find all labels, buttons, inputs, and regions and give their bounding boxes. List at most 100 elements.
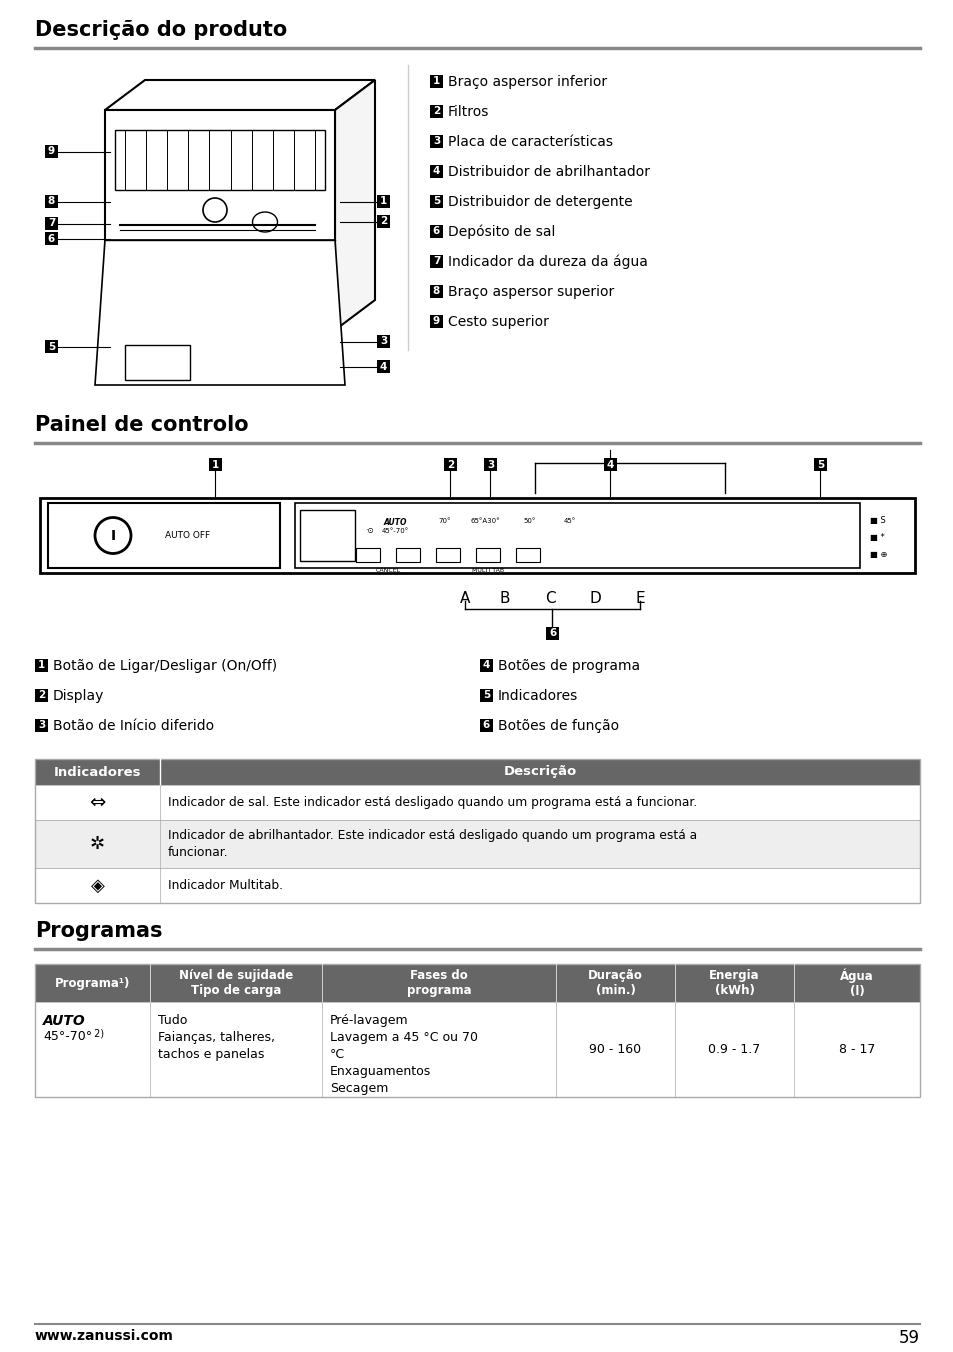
Text: MULTI TAB: MULTI TAB	[472, 568, 503, 573]
Text: Indicador da dureza da água: Indicador da dureza da água	[448, 254, 647, 269]
Bar	[35, 786, 919, 821]
Text: ✲: ✲	[90, 836, 105, 853]
Text: A: A	[459, 591, 470, 606]
Bar	[376, 215, 390, 228]
Text: Depósito de sal: Depósito de sal	[448, 224, 555, 239]
Text: 4: 4	[379, 361, 387, 372]
Text: AUTO: AUTO	[43, 1014, 86, 1028]
Bar	[443, 458, 456, 470]
Text: 45°: 45°	[563, 518, 576, 525]
Text: 9: 9	[433, 316, 439, 326]
Text: 7: 7	[48, 219, 55, 228]
Text: Botão de Início diferido: Botão de Início diferido	[53, 719, 213, 733]
Text: 6: 6	[482, 721, 490, 730]
Text: 4: 4	[606, 460, 614, 469]
Text: 5: 5	[48, 342, 55, 352]
Bar	[209, 458, 222, 470]
Text: Botões de função: Botões de função	[497, 719, 618, 733]
Bar	[436, 548, 459, 562]
Text: I: I	[111, 529, 115, 542]
Text: 0.9 - 1.7: 0.9 - 1.7	[708, 1042, 760, 1056]
Text: 65°A30°: 65°A30°	[470, 518, 499, 525]
Text: 8 - 17: 8 - 17	[838, 1042, 874, 1056]
Bar	[35, 964, 919, 1002]
Bar	[430, 165, 442, 178]
Bar	[105, 110, 335, 330]
Text: 5: 5	[433, 196, 439, 207]
Bar	[299, 510, 355, 561]
Text: 2: 2	[446, 460, 454, 469]
Bar	[430, 74, 442, 88]
Text: ·⊙: ·⊙	[365, 526, 374, 535]
Text: 3: 3	[38, 721, 45, 730]
Bar	[45, 233, 58, 245]
Text: Indicador de abrilhantador. Este indicador está desligado quando um programa est: Indicador de abrilhantador. Este indicad…	[168, 829, 697, 859]
Text: ■ *: ■ *	[869, 533, 883, 542]
Text: www.zanussi.com: www.zanussi.com	[35, 1329, 173, 1343]
Text: 2: 2	[379, 216, 387, 227]
Text: 5: 5	[816, 460, 823, 469]
Bar	[603, 458, 617, 470]
Text: 3: 3	[486, 460, 494, 469]
Text: Pré-lavagem
Lavagem a 45 °C ou 70
°C
Enxaguamentos
Secagem: Pré-lavagem Lavagem a 45 °C ou 70 °C Enx…	[330, 1014, 477, 1095]
Bar	[125, 345, 190, 380]
Text: 8: 8	[48, 196, 55, 207]
Text: C: C	[544, 591, 555, 606]
Text: Indicadores: Indicadores	[497, 690, 578, 703]
Bar	[35, 758, 919, 903]
Bar	[294, 503, 859, 568]
Text: 4: 4	[433, 166, 439, 177]
Text: 9: 9	[48, 146, 55, 157]
Bar	[430, 285, 442, 297]
Text: Energia
(kWh): Energia (kWh)	[708, 969, 759, 996]
Text: Filtros: Filtros	[448, 105, 489, 119]
Text: AUTO: AUTO	[383, 518, 406, 527]
Text: 4: 4	[482, 661, 490, 671]
Text: Indicador Multitab.: Indicador Multitab.	[168, 879, 283, 892]
Bar	[430, 105, 442, 118]
Text: 70°: 70°	[438, 518, 451, 525]
Bar	[430, 195, 442, 208]
Bar	[430, 256, 442, 268]
Bar	[479, 690, 493, 702]
Bar	[430, 315, 442, 329]
Text: 2): 2)	[91, 1028, 104, 1038]
Bar	[35, 719, 48, 731]
Text: 45°-70°: 45°-70°	[43, 1030, 92, 1042]
Bar	[40, 498, 914, 573]
Text: ⇔: ⇔	[90, 794, 106, 813]
Text: Botões de programa: Botões de programa	[497, 658, 639, 673]
Text: Nível de sujidade
Tipo de carga: Nível de sujidade Tipo de carga	[178, 969, 293, 996]
Bar	[479, 658, 493, 672]
Bar	[115, 130, 325, 191]
Bar	[395, 548, 419, 562]
Text: Cesto superior: Cesto superior	[448, 315, 548, 329]
Text: B: B	[499, 591, 510, 606]
Text: Duração
(min.): Duração (min.)	[587, 969, 642, 996]
Text: ■ ⊕: ■ ⊕	[869, 550, 886, 558]
Bar	[430, 135, 442, 147]
Text: E: E	[635, 591, 644, 606]
Text: Braço aspersor inferior: Braço aspersor inferior	[448, 74, 606, 89]
Bar	[48, 503, 280, 568]
Bar	[813, 458, 826, 470]
Text: 59: 59	[898, 1329, 919, 1347]
Bar	[376, 360, 390, 373]
Bar	[35, 964, 919, 1096]
Polygon shape	[95, 241, 345, 385]
Bar	[35, 690, 48, 702]
Bar	[479, 719, 493, 731]
Text: 8: 8	[433, 287, 439, 296]
Text: 3: 3	[379, 337, 387, 346]
Text: Programas: Programas	[35, 921, 162, 941]
Bar	[546, 627, 558, 639]
Text: Distribuidor de detergente: Distribuidor de detergente	[448, 195, 632, 210]
Text: 6: 6	[549, 629, 556, 638]
Bar	[45, 339, 58, 353]
Text: Display: Display	[53, 690, 104, 703]
Text: 1: 1	[38, 661, 45, 671]
Text: Descrição do produto: Descrição do produto	[35, 20, 287, 41]
Bar	[355, 548, 379, 562]
Text: 2: 2	[433, 107, 439, 116]
Text: 6: 6	[433, 227, 439, 237]
